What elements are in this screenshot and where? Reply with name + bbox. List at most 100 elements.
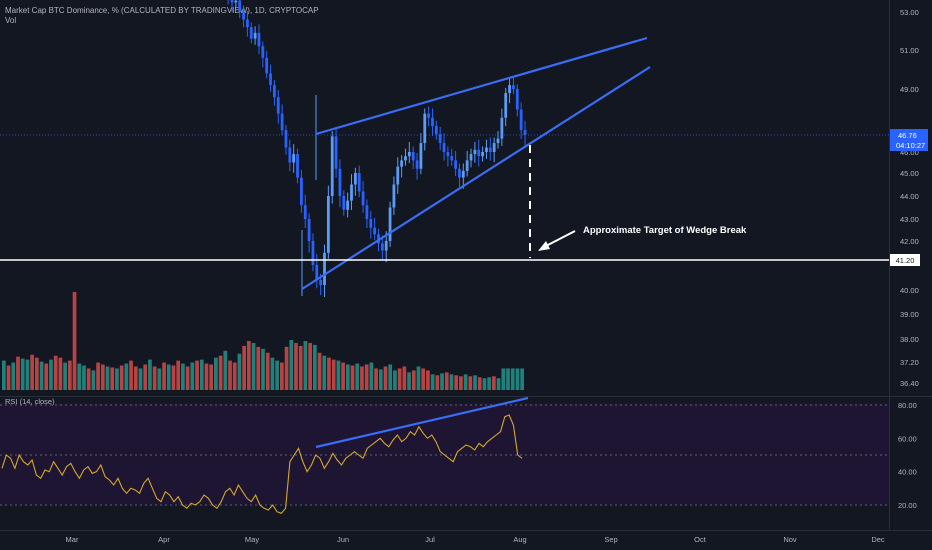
candle-body bbox=[415, 160, 419, 169]
volume-bar bbox=[204, 363, 209, 390]
candle-body bbox=[261, 46, 265, 58]
candle-body bbox=[384, 241, 388, 251]
time-tick-label: Sep bbox=[604, 535, 617, 544]
candle-body bbox=[288, 147, 292, 163]
volume-bar bbox=[388, 364, 393, 390]
candle-body bbox=[338, 168, 342, 196]
time-tick-label: Jul bbox=[425, 535, 435, 544]
volume-bar bbox=[506, 368, 510, 390]
price-tick-label: 51.00 bbox=[900, 46, 919, 55]
candle-body bbox=[404, 156, 407, 161]
candle-body bbox=[373, 227, 377, 235]
candle-body bbox=[431, 117, 434, 126]
volume-bar bbox=[284, 346, 289, 390]
candle-body bbox=[508, 85, 511, 94]
volume-bar bbox=[176, 360, 181, 390]
rsi-tick-label: 80.00 bbox=[898, 401, 917, 410]
rsi-band bbox=[0, 403, 889, 505]
candle-body bbox=[458, 168, 461, 178]
volume-bar bbox=[303, 341, 308, 390]
candles bbox=[227, 0, 527, 297]
support-price-text: 41.20 bbox=[896, 256, 915, 265]
volume-bar bbox=[308, 342, 312, 390]
candle-body bbox=[504, 93, 508, 118]
volume-bar bbox=[133, 366, 138, 390]
candle-body bbox=[519, 109, 523, 131]
candle-body bbox=[465, 160, 469, 171]
volume-bar bbox=[492, 376, 496, 390]
price-tick-label: 38.00 bbox=[900, 335, 919, 344]
volume-bar bbox=[312, 344, 317, 390]
candle-body bbox=[315, 265, 319, 280]
volume-bar bbox=[515, 368, 520, 390]
candle-body bbox=[454, 160, 458, 169]
volume-bar bbox=[67, 360, 72, 390]
volume-bar bbox=[30, 354, 34, 390]
volume-bar bbox=[247, 341, 251, 390]
volume-bar bbox=[44, 363, 49, 390]
volume-bar bbox=[364, 364, 369, 390]
candle-body bbox=[446, 152, 450, 157]
candle-body bbox=[346, 200, 350, 210]
candle-body bbox=[276, 97, 280, 114]
candle-body bbox=[296, 154, 299, 178]
time-tick-label: Nov bbox=[783, 535, 797, 544]
volume-bar bbox=[49, 359, 53, 390]
candle-body bbox=[249, 27, 253, 39]
target-annotation: Approximate Target of Wedge Break bbox=[583, 225, 747, 236]
volume-bar bbox=[426, 370, 430, 390]
candle-body bbox=[353, 173, 357, 185]
volume-bar bbox=[209, 364, 214, 390]
candle-body bbox=[392, 184, 396, 208]
candle-body bbox=[234, 0, 238, 3]
price-tick-label: 37.20 bbox=[900, 358, 919, 367]
price-tick-label: 39.00 bbox=[900, 310, 919, 319]
volume-bar bbox=[242, 345, 247, 390]
volume-bar bbox=[468, 376, 473, 390]
volume-bar bbox=[355, 363, 360, 390]
time-tick-label: Dec bbox=[871, 535, 885, 544]
volume-bar bbox=[115, 368, 119, 390]
volume-bar bbox=[402, 366, 407, 390]
candle-body bbox=[512, 85, 515, 89]
volume-bar bbox=[440, 373, 444, 390]
volume-bar bbox=[407, 372, 411, 390]
candle-body bbox=[369, 219, 373, 228]
candle-body bbox=[280, 113, 284, 131]
volume-bar bbox=[463, 374, 468, 390]
volume-bar bbox=[430, 374, 435, 390]
candle-body bbox=[253, 32, 257, 39]
volume-bar bbox=[100, 364, 105, 390]
rsi-tick-label: 40.00 bbox=[898, 468, 917, 477]
volume-bar bbox=[444, 372, 449, 390]
volume-bar bbox=[275, 360, 279, 390]
volume-bar bbox=[25, 359, 30, 390]
volume-bar bbox=[138, 368, 143, 390]
target-arrow-shaft bbox=[543, 230, 576, 248]
candle-body bbox=[323, 252, 326, 285]
volume-bar bbox=[298, 345, 303, 390]
volume-bar bbox=[341, 362, 345, 390]
volume-bar bbox=[477, 377, 482, 390]
candle-body bbox=[361, 191, 365, 206]
volume-bar bbox=[416, 366, 421, 390]
volume-bar bbox=[496, 378, 501, 390]
candle-body bbox=[365, 205, 369, 219]
rsi-tick-label: 20.00 bbox=[898, 501, 917, 510]
candle-body bbox=[488, 147, 492, 152]
volume-bar bbox=[190, 362, 195, 390]
candle-body bbox=[377, 234, 380, 244]
volume-bar bbox=[77, 363, 82, 390]
candle-body bbox=[284, 130, 288, 148]
candle-body bbox=[265, 57, 269, 74]
volume-bar bbox=[53, 355, 58, 390]
volume-bar bbox=[34, 357, 39, 390]
volume-bar bbox=[228, 360, 232, 390]
candle-body bbox=[419, 143, 423, 169]
volume-bar bbox=[110, 367, 115, 390]
candle-body bbox=[523, 130, 527, 135]
candle-body bbox=[496, 138, 500, 144]
volume-bar bbox=[261, 348, 265, 390]
volume-bar bbox=[129, 360, 133, 390]
